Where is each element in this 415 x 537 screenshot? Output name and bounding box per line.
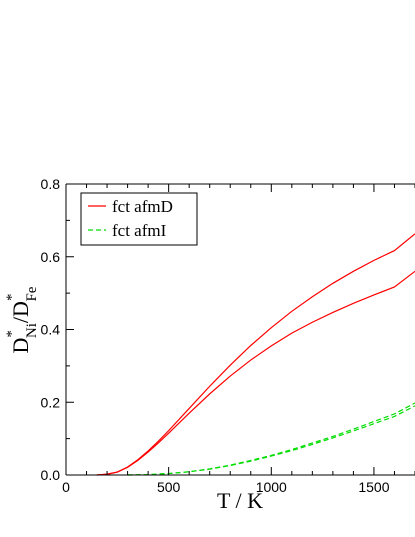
y-tick-label: 0.4	[41, 322, 61, 338]
series-line-0	[96, 233, 415, 476]
x-tick-label: 1500	[358, 479, 389, 495]
svg-text:D*Ni/D*Fe: D* Ni/D* Fe	[4, 286, 40, 353]
y-label-sup2: *	[4, 294, 20, 302]
x-tick-label: 1000	[256, 479, 287, 495]
y-label-main: D	[8, 338, 33, 354]
y-label-sub1: Ni	[24, 323, 40, 338]
legend: fct afmD fct afmI	[80, 192, 198, 246]
y-tick-label: 0.8	[41, 176, 61, 192]
plot-area: 0 500 1000 1500 0.0 0.2 0.4 0.6 0.8	[41, 176, 415, 495]
series-line-1	[96, 270, 415, 476]
x-axis-label: T / K	[217, 488, 263, 513]
y-tick-label: 0.2	[41, 394, 61, 410]
y-label-sub2: Fe	[24, 286, 40, 301]
series-line-2	[127, 402, 415, 476]
y-axis-label: D* Ni/D* Fe	[4, 286, 40, 353]
x-tick-label: 500	[157, 479, 181, 495]
y-tick-label: 0.0	[41, 467, 61, 483]
y-label-sup1: *	[4, 330, 20, 338]
y-label-slash: /	[8, 316, 33, 323]
y-tick-label: 0.6	[41, 249, 61, 265]
series-line-3	[127, 405, 415, 476]
x-tick-label: 0	[62, 479, 70, 495]
y-label-main2: D	[8, 301, 33, 317]
legend-label-afmD: fct afmD	[112, 197, 173, 216]
legend-box	[80, 192, 198, 246]
legend-label-afmI: fct afmI	[112, 221, 167, 240]
